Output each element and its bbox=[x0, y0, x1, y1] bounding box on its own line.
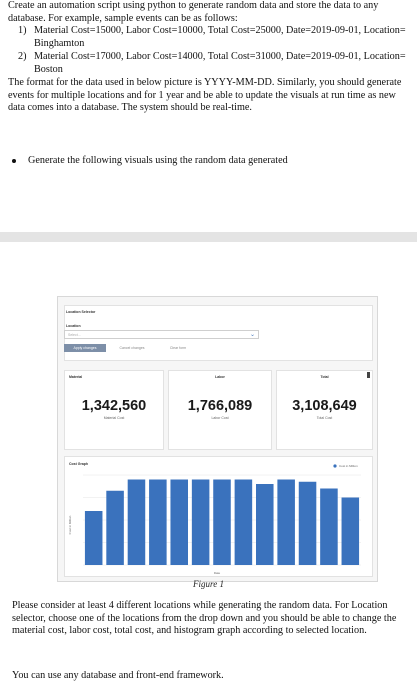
apply-changes-button[interactable]: Apply changes bbox=[64, 344, 106, 352]
kpi-title: Labor bbox=[215, 375, 225, 379]
kpi-value: 1,342,560 bbox=[81, 398, 147, 414]
bar[interactable] bbox=[341, 497, 360, 566]
instructions-text: Please consider at least 4 different loc… bbox=[12, 600, 410, 638]
example-text: Material Cost=17000, Labor Cost=14000, T… bbox=[34, 51, 406, 75]
intro-paragraph: Create an automation script using python… bbox=[8, 0, 379, 24]
kpi-title: Total bbox=[320, 375, 329, 379]
kpi-subtitle: Labor Cost bbox=[211, 416, 229, 420]
bar[interactable] bbox=[84, 511, 103, 565]
bullet-item: Generate the following visuals using the… bbox=[10, 155, 410, 168]
divider-band bbox=[0, 232, 417, 242]
kpi-title: Material bbox=[69, 375, 83, 379]
bar[interactable] bbox=[277, 479, 295, 566]
figure-caption: Figure 1 bbox=[193, 579, 224, 589]
example-item-1: 1) Material Cost=15000, Labor Cost=10000… bbox=[18, 25, 413, 50]
location-label: Location bbox=[66, 324, 81, 328]
kpi-value: 1,766,089 bbox=[187, 398, 253, 414]
cancel-changes-button[interactable]: Cancel changes bbox=[119, 346, 145, 350]
closing-paragraph: You can use any database and front-end f… bbox=[12, 670, 224, 681]
location-selector-title: Location Selector bbox=[66, 310, 96, 314]
bar[interactable] bbox=[234, 479, 253, 566]
bar[interactable] bbox=[170, 479, 188, 566]
bar[interactable] bbox=[298, 481, 317, 565]
select-placeholder: Select... bbox=[68, 333, 81, 337]
example-text: Material Cost=15000, Labor Cost=10000, T… bbox=[34, 25, 406, 49]
chart-title: Cost Graph bbox=[69, 462, 88, 466]
example-number: 2) bbox=[18, 51, 27, 62]
y-axis-label: Cost in Million bbox=[68, 515, 72, 534]
example-number: 1) bbox=[18, 25, 27, 36]
legend-label: Cost in Million bbox=[339, 464, 358, 468]
format-note: The format for the data used in below pi… bbox=[8, 77, 413, 115]
kpi-subtitle: Total Cost bbox=[316, 416, 333, 420]
kpi-total: Total 3,108,649 Total Cost bbox=[276, 370, 373, 450]
location-select[interactable]: Select... ⌄ bbox=[64, 330, 259, 339]
bar[interactable] bbox=[191, 479, 210, 566]
bullet-text: Generate the following visuals using the… bbox=[28, 155, 288, 166]
cost-graph-panel: Cost Graph Cost in Million Cost in Milli… bbox=[64, 456, 373, 577]
kpi-material: Material 1,342,560 Material Cost bbox=[64, 370, 164, 450]
location-selector-panel bbox=[64, 305, 373, 361]
bar[interactable] bbox=[213, 479, 231, 566]
chevron-down-icon: ⌄ bbox=[249, 332, 255, 338]
cost-graph-chart: Cost Graph Cost in Million Cost in Milli… bbox=[68, 462, 361, 575]
bullet-icon bbox=[12, 159, 16, 163]
legend-marker-icon bbox=[333, 464, 337, 468]
clear-form-button[interactable]: Clear form bbox=[169, 346, 187, 350]
instructions-paragraph: Please consider at least 4 different loc… bbox=[12, 600, 397, 637]
intro-text: Create an automation script using python… bbox=[8, 0, 413, 25]
kpi-subtitle: Material Cost bbox=[103, 416, 125, 420]
bar[interactable] bbox=[320, 488, 338, 566]
bar[interactable] bbox=[127, 479, 146, 566]
closing-text: You can use any database and front-end f… bbox=[12, 670, 410, 683]
format-paragraph: The format for the data used in below pi… bbox=[8, 77, 402, 114]
bar[interactable] bbox=[106, 490, 124, 565]
example-item-2: 2) Material Cost=17000, Labor Cost=14000… bbox=[18, 51, 413, 76]
kpi-labor: Labor 1,766,089 Labor Cost bbox=[168, 370, 272, 450]
dashboard-screenshot: Location Selector Location Select... ⌄ A… bbox=[57, 296, 378, 582]
kpi-value: 3,108,649 bbox=[292, 398, 357, 414]
x-axis-label: Date bbox=[214, 571, 221, 575]
expand-icon[interactable] bbox=[367, 372, 370, 378]
bar[interactable] bbox=[149, 479, 167, 566]
bar[interactable] bbox=[256, 484, 274, 565]
